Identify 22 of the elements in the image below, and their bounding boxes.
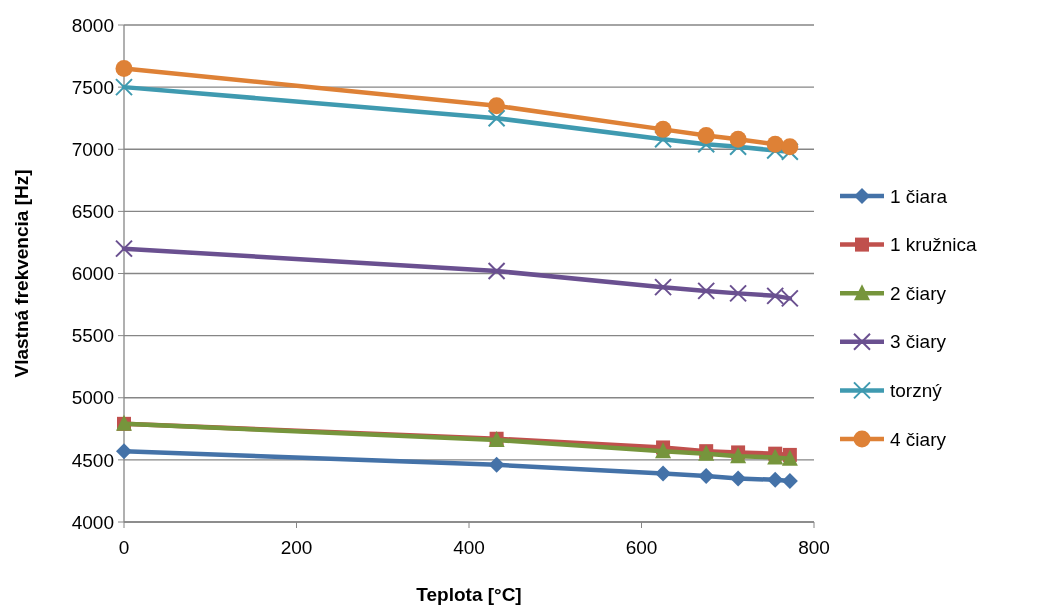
y-tick-label: 7500 — [71, 76, 114, 98]
y-axis-title: Vlastná frekvencia [Hz] — [11, 169, 32, 378]
legend-label: 2 čiary — [890, 282, 947, 304]
y-tick-label: 7000 — [71, 138, 114, 160]
x-tick-label: 400 — [453, 537, 485, 558]
x-tick-label: 600 — [625, 537, 658, 558]
y-tick-label: 8000 — [71, 14, 114, 36]
legend-label: 1 kružnica — [890, 234, 978, 256]
x-tick-label: 0 — [118, 537, 130, 558]
legend-label: torzný — [890, 380, 943, 402]
y-tick-label: 5000 — [71, 387, 114, 409]
y-tick-label: 6500 — [71, 201, 114, 223]
y-tick-label: 6000 — [71, 263, 114, 285]
y-tick-label: 4000 — [71, 511, 114, 533]
y-tick-label: 5500 — [71, 325, 114, 347]
legend-label: 4 čiary — [890, 428, 947, 450]
x-tick-label: 200 — [280, 537, 313, 558]
legend-label: 3 čiary — [890, 331, 947, 353]
x-axis-title: Teplota [°C] — [416, 584, 522, 605]
x-tick-label: 800 — [798, 537, 830, 558]
legend-label: 1 čiara — [890, 185, 948, 207]
y-tick-label: 4500 — [71, 449, 114, 471]
